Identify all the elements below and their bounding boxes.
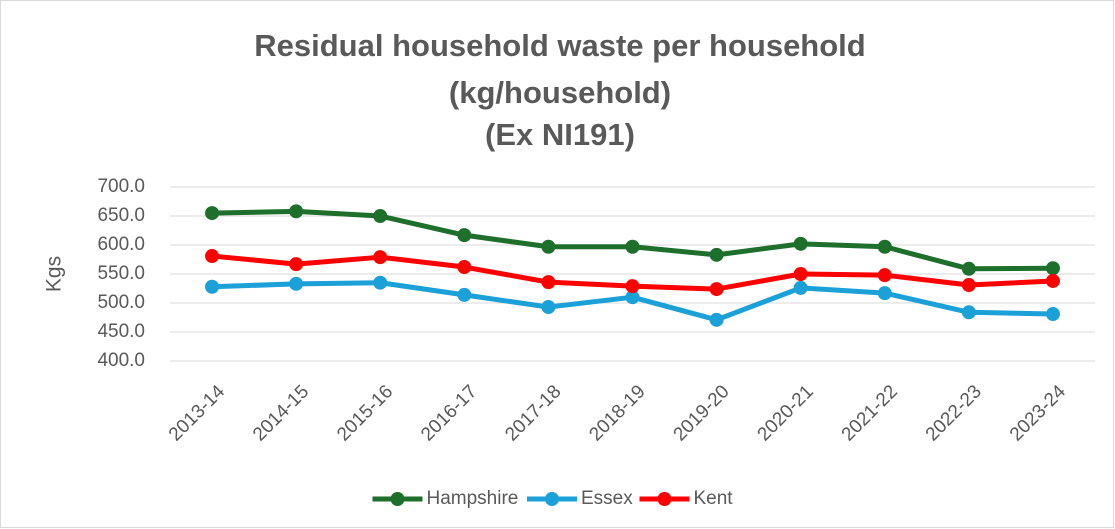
data-point	[457, 228, 472, 243]
y-tick-label: 600.0	[97, 234, 145, 255]
data-point	[793, 280, 808, 295]
data-point	[205, 279, 220, 294]
data-point	[961, 305, 976, 320]
data-point	[205, 206, 220, 221]
y-tick-label: 450.0	[97, 321, 145, 342]
data-point	[877, 268, 892, 283]
data-point	[709, 247, 724, 262]
data-point	[961, 261, 976, 276]
data-point	[961, 278, 976, 293]
data-point	[205, 249, 220, 264]
data-point	[793, 267, 808, 281]
legend-label: Hampshire	[427, 488, 519, 509]
data-point	[877, 286, 892, 301]
y-tick-label: 500.0	[97, 292, 145, 313]
y-axis-label: Kgs	[43, 256, 66, 292]
data-point	[877, 239, 892, 254]
data-point	[289, 204, 304, 219]
data-point	[1045, 307, 1060, 322]
data-point	[457, 260, 472, 275]
data-point	[373, 250, 388, 265]
data-point	[541, 300, 556, 315]
data-point	[1045, 273, 1060, 288]
data-point	[289, 276, 304, 291]
data-point	[709, 312, 724, 327]
legend-label: Essex	[581, 488, 633, 509]
legend-marker	[545, 492, 559, 506]
data-point	[541, 239, 556, 254]
chart-title: Residual household waste per household	[254, 28, 865, 63]
data-point	[1045, 261, 1060, 276]
data-point	[625, 239, 640, 254]
y-tick-label: 700.0	[97, 176, 145, 197]
chart-title: (kg/household)	[449, 75, 671, 110]
legend-marker	[390, 492, 405, 506]
chart-title: (Ex NI191)	[485, 117, 635, 152]
y-tick-label: 550.0	[97, 263, 145, 284]
data-point	[373, 209, 388, 223]
data-point	[625, 290, 640, 305]
data-point	[373, 275, 388, 290]
legend-marker	[657, 492, 672, 506]
data-point	[457, 287, 472, 302]
data-point	[709, 282, 724, 297]
y-tick-label: 400.0	[97, 350, 145, 371]
data-point	[793, 236, 808, 251]
y-tick-label: 650.0	[97, 205, 145, 226]
data-point	[625, 279, 640, 294]
legend-label: Kent	[694, 488, 734, 509]
data-point	[541, 275, 556, 290]
data-point	[289, 257, 304, 272]
